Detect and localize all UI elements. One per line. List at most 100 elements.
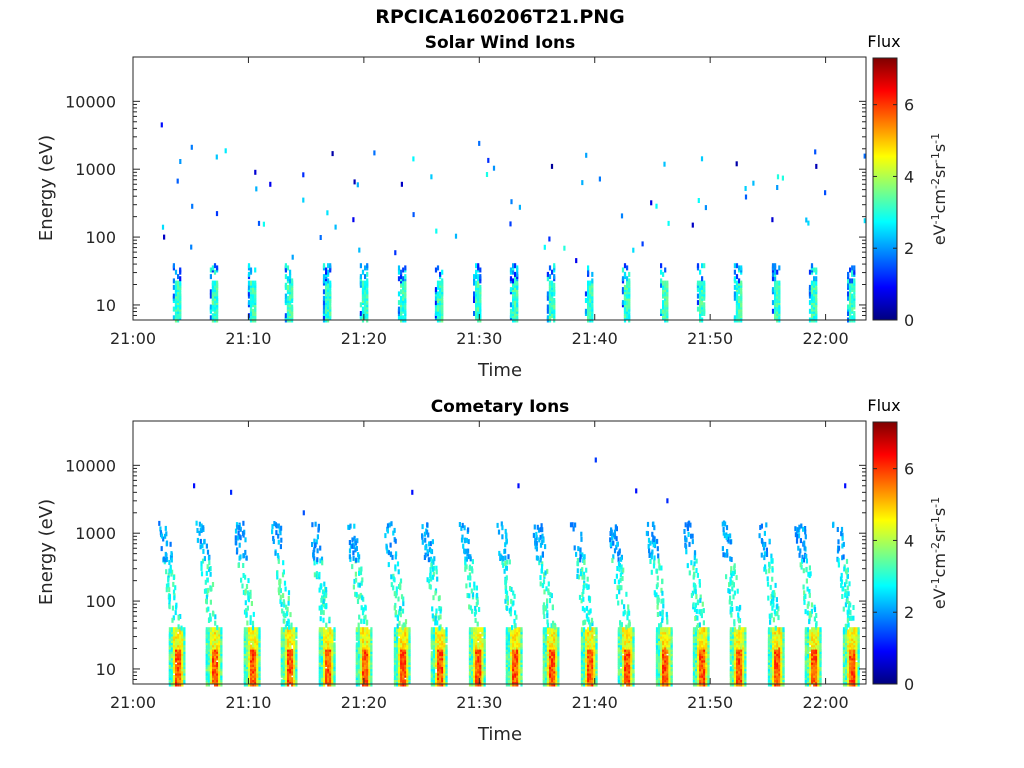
flux-cell [617, 600, 620, 606]
flux-cell [351, 564, 354, 570]
flux-cell [781, 175, 784, 181]
flux-cell [164, 533, 167, 539]
flux-cell [357, 633, 361, 639]
flux-cell [393, 664, 397, 670]
flux-cell [477, 280, 480, 286]
flux-cell [553, 627, 556, 633]
flux-cell [181, 679, 184, 685]
flux-cell [625, 624, 628, 630]
flux-cell [434, 311, 438, 316]
flux-cell [430, 558, 434, 564]
flux-cell [467, 548, 470, 554]
flux-cell [349, 556, 352, 562]
flux-cell [252, 280, 255, 286]
flux-cell [205, 607, 208, 613]
flux-cell [740, 280, 743, 286]
flux-cell [507, 554, 510, 560]
flux-cell [646, 521, 650, 527]
flux-cell [535, 540, 538, 546]
flux-cell [284, 613, 287, 619]
flux-cell [432, 653, 436, 659]
flux-cell [430, 576, 433, 582]
flux-cell [364, 640, 367, 646]
flux-cell [504, 588, 507, 594]
flux-cell [546, 610, 549, 616]
flux-cell [587, 265, 590, 271]
flux-cell [276, 574, 279, 580]
flux-cell [322, 278, 326, 284]
flux-cell [514, 627, 517, 633]
flux-cell [621, 267, 625, 273]
flux-cell [289, 308, 292, 314]
flux-cell [535, 555, 538, 561]
flux-cell [426, 549, 429, 555]
flux-cell [216, 280, 219, 286]
flux-cell [626, 293, 629, 299]
flux-cell [249, 311, 253, 316]
flux-cell [668, 627, 671, 633]
flux-cell [473, 280, 476, 286]
flux-cell [239, 526, 242, 532]
flux-cell [778, 304, 781, 310]
flux-cell [476, 592, 479, 598]
flux-cell [434, 590, 437, 596]
flux-cell [247, 263, 251, 269]
flux-cell [664, 280, 667, 286]
flux-cell [577, 546, 580, 552]
flux-cell [291, 677, 294, 683]
flux-cell [465, 583, 468, 589]
flux-cell [160, 533, 164, 539]
flux-cell [214, 614, 217, 620]
flux-cell [244, 600, 247, 606]
flux-cell [557, 670, 560, 676]
flux-cell [479, 306, 482, 312]
flux-cell [322, 610, 325, 616]
flux-cell [735, 280, 739, 286]
flux-cell [774, 280, 777, 286]
flux-cell [542, 579, 546, 585]
flux-cell [250, 677, 253, 683]
flux-cell [172, 293, 175, 299]
flux-cell [518, 668, 521, 674]
flux-cell [196, 537, 199, 543]
flux-cell [179, 159, 182, 164]
flux-cell [468, 593, 471, 599]
panel-title: Solar Wind Ions [425, 33, 576, 53]
flux-cell [473, 295, 476, 301]
flux-cell [244, 549, 247, 555]
flux-cell [246, 590, 249, 596]
flux-cell [662, 280, 665, 286]
flux-cell [563, 245, 566, 251]
flux-cell [733, 263, 736, 269]
flux-cell [616, 585, 619, 591]
flux-cell [257, 220, 261, 226]
flux-cell [660, 278, 663, 284]
flux-cell [853, 278, 856, 284]
flux-cell [555, 670, 558, 676]
flux-cell [435, 569, 438, 575]
flux-cell [312, 553, 315, 559]
flux-cell [627, 623, 630, 629]
flux-cell [247, 595, 250, 601]
flux-cell [655, 203, 658, 209]
flux-cell [389, 542, 392, 548]
flux-cell [278, 583, 281, 588]
flux-cell [445, 631, 448, 637]
flux-cell [516, 302, 519, 308]
flux-cell [172, 627, 176, 633]
flux-cell [546, 304, 549, 310]
flux-cell [744, 194, 748, 200]
flux-cell [660, 587, 663, 593]
flux-cell [666, 668, 669, 674]
flux-cell [170, 627, 174, 633]
flux-cell [320, 604, 323, 610]
flux-cell [548, 280, 552, 286]
flux-cell [245, 627, 249, 633]
flux-cell [623, 609, 626, 615]
flux-cell [327, 293, 330, 299]
flux-cell [512, 600, 515, 606]
flux-cell [295, 679, 298, 685]
flux-cell [250, 601, 253, 606]
flux-cell [733, 315, 736, 321]
flux-cell [510, 587, 513, 592]
